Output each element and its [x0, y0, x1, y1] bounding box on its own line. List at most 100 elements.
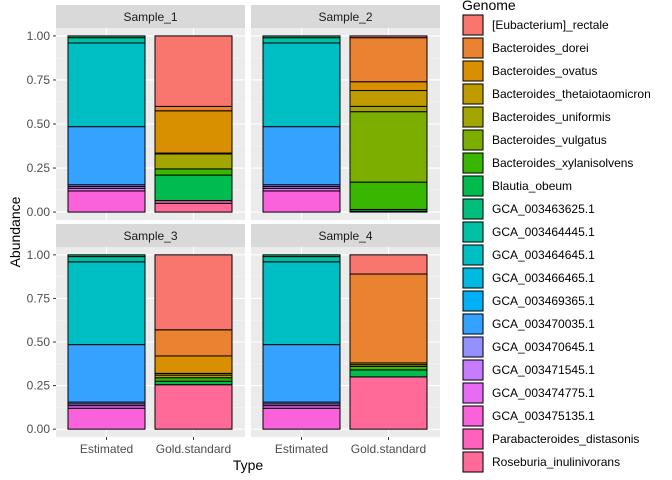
- y-axis: 0.00 0.25 0.50 0.75 1.00 0.00 0.25 0.50 0.75 1.00: [27, 29, 56, 436]
- legend-swatch: [462, 221, 484, 243]
- bar-segment-gca-003464645-1: [262, 261, 341, 346]
- panel-sample-4: Sample_4: [251, 224, 440, 437]
- y-tick-label: 0.25: [27, 379, 51, 393]
- y-tick-label: 0.50: [27, 335, 51, 349]
- legend-item-gca-003464645-1: GCA_003464645.1: [462, 244, 595, 266]
- x-tick-label: Gold.standard: [156, 442, 231, 456]
- x-tick-label: Gold.standard: [351, 442, 426, 456]
- legend-item-gca-003470035-1: GCA_003470035.1: [462, 313, 595, 335]
- bar-estimated: [67, 35, 146, 213]
- legend-label: Bacteroides_vulgatus: [492, 133, 607, 147]
- legend-label: GCA_003466465.1: [492, 271, 595, 285]
- bar-segment-blautia-obeum: [154, 380, 233, 386]
- bar-segment-bacteroides-uniformis: [349, 105, 428, 113]
- legend-swatch: [462, 37, 484, 59]
- legend-item-gca-003470645-1: GCA_003470645.1: [462, 336, 595, 358]
- panel-sample-3: Sample_3: [56, 224, 245, 437]
- legend-item-gca-003471545-1: GCA_003471545.1: [462, 359, 595, 381]
- legend-swatch: [462, 14, 484, 36]
- bar-segment-bacteroides-xylanisolvens: [154, 377, 233, 382]
- bar-gold-standard: [349, 35, 428, 213]
- legend-label: GCA_003470645.1: [492, 340, 595, 354]
- legend-item-bacteroides-ovatus: Bacteroides_ovatus: [462, 60, 597, 82]
- legend-swatch: [462, 359, 484, 381]
- bar-gold-standard: [154, 35, 233, 213]
- bar-segment-bacteroides-dorei: [349, 37, 428, 83]
- legend-item-bacteroides-uniformis: Bacteroides_uniformis: [462, 106, 611, 128]
- legend-swatch: [462, 382, 484, 404]
- legend-item-parabacteroides-distasonis: Parabacteroides_distasonis: [462, 428, 639, 450]
- legend-label: Bacteroides_xylanisolvens: [492, 156, 633, 170]
- facet-strip: [56, 224, 245, 247]
- legend-label: GCA_003470035.1: [492, 317, 595, 331]
- legend-swatch: [462, 290, 484, 312]
- bar-estimated: [67, 254, 146, 430]
- bar-segment-gca-003464445-1: [262, 37, 341, 44]
- legend-swatch: [462, 336, 484, 358]
- bar-segment-bacteroides-dorei: [154, 105, 233, 112]
- legend-label: GCA_003464445.1: [492, 225, 595, 239]
- facet-title: Sample_4: [318, 229, 372, 243]
- legend-label: GCA_003469365.1: [492, 294, 595, 308]
- legend-item-bacteroides-dorei: Bacteroides_dorei: [462, 37, 589, 59]
- legend-swatch: [462, 152, 484, 174]
- legend-item-gca-003475135-1: GCA_003475135.1: [462, 405, 595, 427]
- legend-label: Blautia_obeum: [492, 179, 572, 193]
- legend-label: Roseburia_inulinivorans: [492, 455, 620, 469]
- legend-swatch: [462, 60, 484, 82]
- facet-panels: Sample_1 Sample_2 Sample_3 Sample_4: [56, 5, 440, 437]
- bar-segment-gca-003470035-1: [67, 344, 146, 403]
- bar-segment-bacteroides-ovatus: [154, 110, 233, 154]
- legend-label: Bacteroides_thetaiotaomicron: [492, 87, 651, 101]
- bar-segment-roseburia-inulinivorans: [154, 384, 233, 430]
- y-tick-label: 0.50: [27, 117, 51, 131]
- bar-segment-bacteroides-xylanisolvens: [349, 181, 428, 210]
- legend-label: Parabacteroides_distasonis: [492, 432, 639, 446]
- x-axis: Estimated Gold.standard Estimated Gold.stan…: [80, 437, 426, 456]
- bar-segment-gca-003475135-1: [262, 407, 341, 430]
- legend-title: Genome: [462, 0, 516, 13]
- x-axis-title: Type: [233, 457, 264, 473]
- legend-swatch: [462, 244, 484, 266]
- y-tick-label: 1.00: [27, 248, 51, 262]
- bar-segment-eubacterium-rectale: [154, 254, 233, 331]
- legend-item-gca-003469365-1: GCA_003469365.1: [462, 290, 595, 312]
- legend-swatch: [462, 405, 484, 427]
- legend-label: Bacteroides_uniformis: [492, 110, 611, 124]
- legend-item-gca-003464445-1: GCA_003464445.1: [462, 221, 595, 243]
- bar-segment-gca-003475135-1: [67, 190, 146, 213]
- legend-item-gca-003474775-1: GCA_003474775.1: [462, 382, 595, 404]
- bar-segment-bacteroides-xylanisolvens: [154, 168, 233, 176]
- y-tick-label: 0.25: [27, 161, 51, 175]
- legend-swatch: [462, 313, 484, 335]
- y-tick-label: 0.00: [27, 422, 51, 436]
- legend-swatch: [462, 267, 484, 289]
- bar-segment-gca-003463625-1: [262, 35, 341, 39]
- x-tick-label: Estimated: [80, 442, 133, 456]
- y-axis-title: Abundance: [7, 196, 23, 267]
- bar-segment-bacteroides-xylanisolvens: [349, 365, 428, 371]
- legend-item-bacteroides-vulgatus: Bacteroides_vulgatus: [462, 129, 607, 151]
- facet-strip: [251, 224, 440, 247]
- bar-gold-standard: [349, 254, 428, 430]
- bar-estimated: [262, 35, 341, 213]
- facet-strip: [56, 5, 245, 28]
- bar-segment-gca-003464445-1: [67, 256, 146, 263]
- bar-segment-gca-003463625-1: [67, 35, 146, 39]
- legend-swatch: [462, 428, 484, 450]
- legend-swatch: [462, 83, 484, 105]
- legend-label: GCA_003474775.1: [492, 386, 595, 400]
- facet-title: Sample_2: [318, 10, 372, 24]
- bar-segment-roseburia-inulinivorans: [349, 376, 428, 430]
- bar-segment-blautia-obeum: [349, 369, 428, 378]
- x-tick-label: Estimated: [275, 442, 328, 456]
- y-tick-label: 0.75: [27, 73, 51, 87]
- legend-item-roseburia-inulinivorans: Roseburia_inulinivorans: [462, 451, 620, 473]
- bar-segment-bacteroides-dorei: [349, 273, 428, 364]
- legend-swatch: [462, 175, 484, 197]
- bar-segment-gca-003463625-1: [262, 254, 341, 258]
- legend-label: GCA_003475135.1: [492, 409, 595, 423]
- bar-segment-gca-003464445-1: [262, 256, 341, 263]
- legend-label: GCA_003471545.1: [492, 363, 595, 377]
- legend-swatch: [462, 198, 484, 220]
